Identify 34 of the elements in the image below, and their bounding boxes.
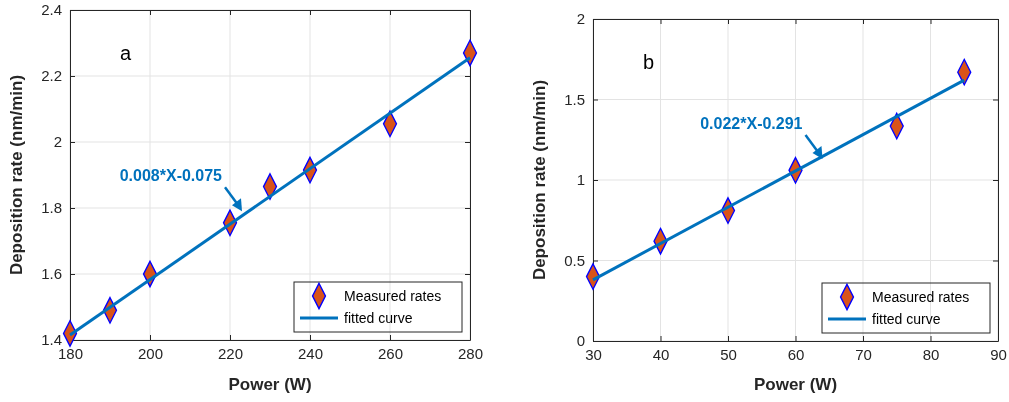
annotation: a bbox=[120, 42, 132, 64]
legend-label: Measured rates bbox=[872, 289, 970, 305]
x-tick-label: 260 bbox=[377, 344, 404, 362]
y-tick-label: 2.2 bbox=[41, 67, 62, 85]
x-axis-title: Power (W) bbox=[228, 375, 312, 394]
x-tick-label: 30 bbox=[585, 345, 602, 363]
y-axis-title: Deposition rate (nm/min) bbox=[530, 79, 549, 281]
annotation: 0.022*X-0.291 bbox=[700, 115, 803, 133]
y-tick-label: 2 bbox=[53, 133, 62, 151]
annotation: 0.008*X-0.075 bbox=[119, 167, 223, 185]
y-tick-label: 1.6 bbox=[41, 265, 62, 283]
y-tick-label: 2 bbox=[576, 10, 585, 28]
y-tick-label: 1 bbox=[576, 171, 585, 189]
x-tick-label: 220 bbox=[217, 344, 244, 362]
x-tick-label: 200 bbox=[137, 344, 164, 362]
legend-label: Measured rates bbox=[344, 288, 442, 304]
y-tick-label: 2.4 bbox=[41, 1, 62, 19]
x-tick-label: 70 bbox=[855, 345, 872, 363]
y-tick-label: 1.5 bbox=[564, 90, 585, 108]
x-tick-label: 50 bbox=[720, 345, 737, 363]
x-tick-label: 90 bbox=[990, 345, 1007, 363]
y-axis-title: Deposition rate (nm/min) bbox=[7, 74, 26, 276]
legend-label: fitted curve bbox=[872, 311, 941, 327]
y-tick-label: 0 bbox=[576, 332, 585, 350]
x-tick-label: 280 bbox=[457, 344, 484, 362]
y-tick-label: 0.5 bbox=[564, 251, 585, 269]
y-tick-label: 1.8 bbox=[41, 199, 62, 217]
x-tick-label: 40 bbox=[652, 345, 670, 363]
x-tick-label: 240 bbox=[297, 344, 324, 362]
x-tick-label: 80 bbox=[922, 345, 940, 363]
annotation: b bbox=[643, 51, 655, 73]
x-axis-title: Power (W) bbox=[753, 375, 838, 394]
x-tick-label: 60 bbox=[787, 345, 805, 363]
legend-label: fitted curve bbox=[344, 310, 413, 326]
